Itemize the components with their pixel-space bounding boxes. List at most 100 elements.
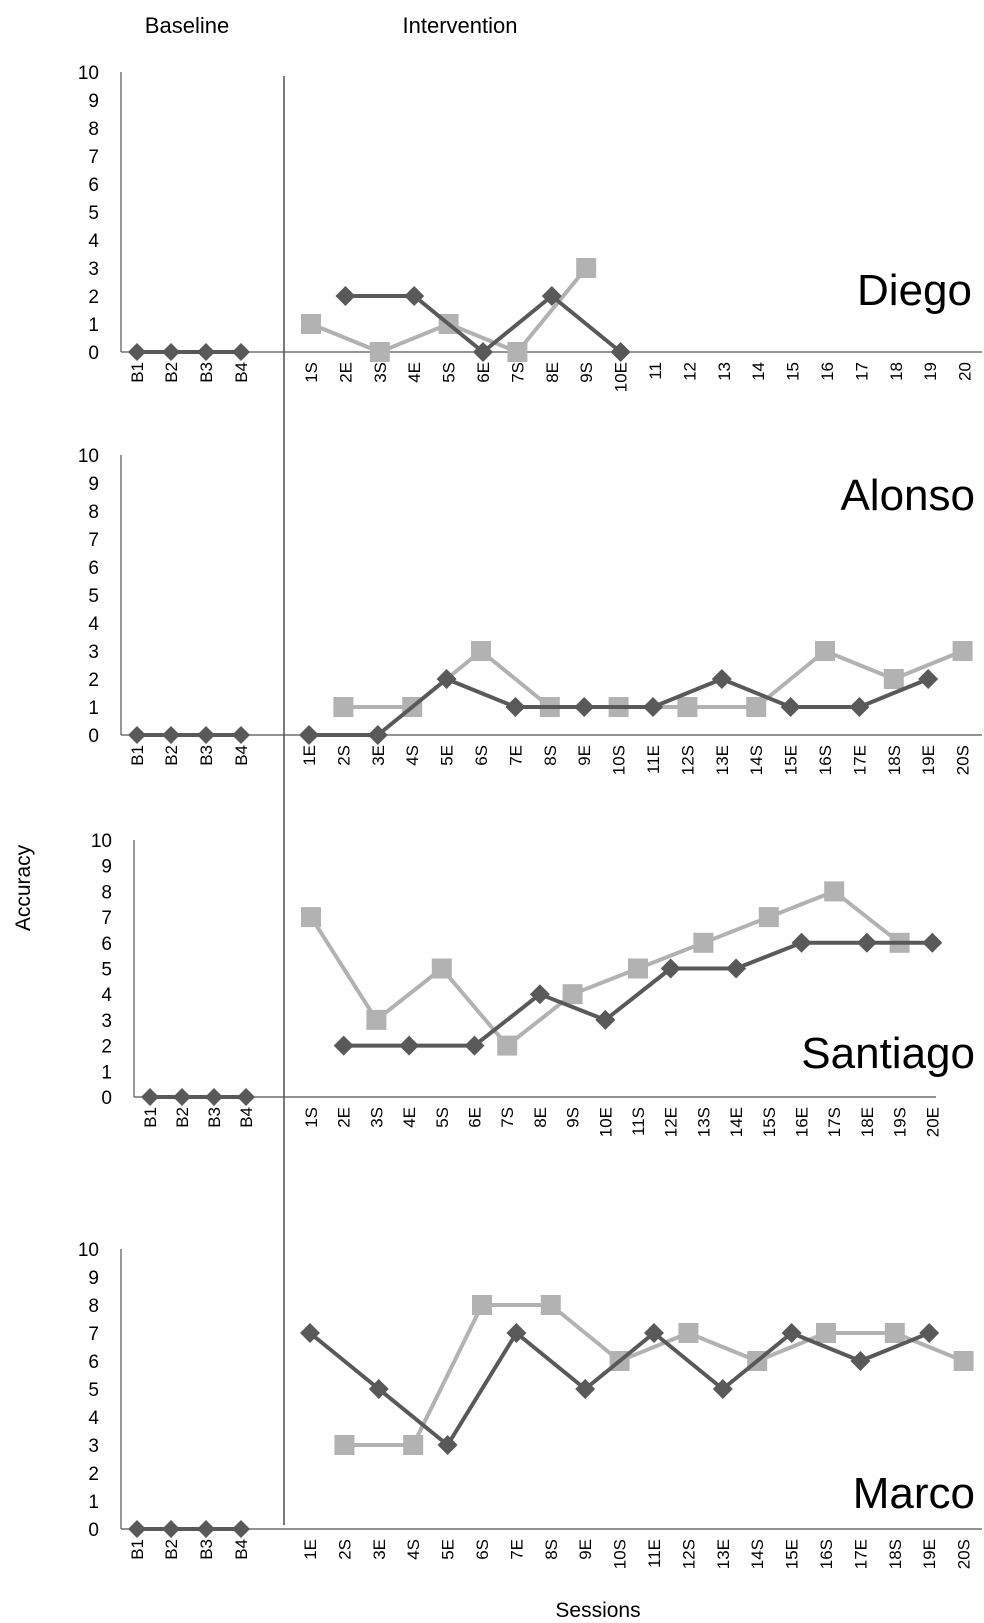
data-point-square	[431, 958, 452, 979]
x-tick-label: 14E	[727, 1107, 746, 1137]
x-tick-label: 11S	[629, 1107, 648, 1136]
baseline-marker	[141, 1088, 159, 1106]
x-tick-label: 12S	[679, 1539, 698, 1569]
y-tick-label: 10	[78, 63, 99, 84]
y-tick-label: 9	[101, 857, 112, 878]
data-point-diamond	[333, 1035, 354, 1056]
baseline-marker	[197, 1520, 215, 1538]
x-tick-label: 17S	[825, 1107, 844, 1137]
data-point-diamond	[919, 1323, 940, 1343]
x-tick-label: 18E	[858, 1107, 877, 1137]
x-tick-label: B2	[162, 1539, 181, 1560]
x-tick-label: 18S	[886, 1539, 905, 1569]
y-tick-label: 5	[88, 586, 99, 607]
panel-alonso: 0 1 2 3 4 5 6 7 8 9 10 B1 B2 B3 B4 1E 2S 3E 4S 5E 6S 7E 8S 9E 10…	[78, 446, 982, 775]
y-tick-label: 6	[101, 934, 112, 955]
x-tick-label: B4	[237, 1107, 256, 1128]
x-tick-label: 17E	[850, 745, 869, 775]
baseline-marker	[128, 343, 146, 361]
baseline-marker	[232, 343, 250, 361]
x-tick-label: B1	[128, 362, 147, 383]
y-tick-label: 1	[88, 698, 99, 719]
x-tick-label: 1E	[300, 745, 319, 766]
x-tick-label: 6E	[466, 1107, 485, 1128]
data-point-square	[301, 907, 321, 928]
x-tick-label: 2S	[334, 745, 353, 766]
data-point-diamond	[404, 286, 425, 306]
x-tick-label: 1S	[302, 362, 321, 383]
baseline-marker	[162, 726, 180, 744]
baseline-marker	[173, 1088, 191, 1106]
y-tick-label: 1	[88, 315, 99, 336]
x-tick-label: 9E	[575, 745, 594, 766]
x-tick-label: 17E	[851, 1539, 870, 1569]
data-point-diamond	[399, 1035, 420, 1056]
series-line-light	[344, 1303, 965, 1447]
y-tick-label: 0	[88, 1520, 99, 1541]
x-tick-label: 1S	[302, 1107, 321, 1128]
data-point-square	[403, 1435, 424, 1455]
x-tick-label: 7S	[508, 362, 527, 383]
y-tick-label: 0	[88, 726, 99, 747]
y-tick-label: 4	[88, 1408, 99, 1429]
x-tick-label: 20E	[923, 1107, 942, 1137]
x-tick-label: 13E	[714, 1539, 733, 1569]
x-tick-label: B1	[141, 1107, 160, 1128]
x-tick-label: 20S	[955, 1539, 974, 1569]
data-point-diamond	[335, 286, 356, 306]
data-point-diamond	[781, 1323, 802, 1343]
x-tick-label: 8S	[541, 745, 560, 766]
data-point-square	[366, 1009, 387, 1030]
y-tick-label: 0	[101, 1088, 112, 1109]
y-tick-label: 7	[101, 908, 112, 929]
panel-marco: 0 1 2 3 4 5 6 7 8 9 10 B1 B2 B3 B4 1E 2S 3E 4S 5E 6S 7E 8S 9E 10…	[78, 1240, 982, 1569]
x-tick-label: B3	[205, 1107, 224, 1128]
x-tick-label: 5S	[433, 1107, 452, 1128]
x-tick-label: B4	[232, 745, 251, 766]
data-point-diamond	[464, 1035, 485, 1056]
data-point-square	[815, 641, 835, 661]
data-point-square	[540, 1295, 561, 1315]
data-point-diamond	[473, 342, 493, 362]
y-tick-label: 4	[101, 985, 112, 1006]
x-tick-label: 1E	[301, 1539, 320, 1560]
x-tick-label: 13E	[713, 745, 732, 775]
x-tick-label: 14S	[747, 745, 766, 775]
x-tick-label: 2S	[335, 1539, 354, 1560]
x-tick-label: 4E	[405, 362, 424, 383]
x-tick-label: 8S	[542, 1539, 561, 1560]
x-tick-label: 10S	[611, 1539, 630, 1569]
data-point-square	[678, 1323, 699, 1343]
x-tick-label: 5E	[438, 745, 457, 766]
participant-name: Alonso	[840, 471, 975, 520]
x-tick-label: 13S	[694, 1107, 713, 1137]
x-tick-label: 7E	[507, 1539, 526, 1560]
x-tick-label: B4	[232, 1539, 251, 1560]
y-tick-label: 9	[88, 474, 99, 495]
data-point-square	[758, 907, 779, 928]
x-tick-label: 16	[818, 362, 837, 381]
x-tick-label: 11	[646, 362, 665, 380]
x-tick-label: B1	[128, 745, 147, 766]
data-point-diamond	[368, 1379, 389, 1399]
y-tick-label: 2	[88, 1464, 99, 1485]
x-tick-label: 15S	[760, 1107, 779, 1137]
x-tick-label: 9E	[576, 1539, 595, 1560]
x-tick-label: 9S	[564, 1107, 583, 1128]
x-tick-label: 8E	[531, 1107, 550, 1128]
x-tick-label: B2	[162, 745, 181, 766]
x-tick-label: 4E	[400, 1107, 419, 1128]
data-point-diamond	[849, 697, 870, 717]
data-point-diamond	[660, 958, 681, 979]
data-point-square	[334, 1435, 355, 1455]
x-tick-label: 20	[956, 362, 975, 381]
data-point-square	[369, 342, 390, 362]
x-tick-label: B2	[173, 1107, 192, 1128]
y-tick-label: 10	[78, 446, 99, 467]
data-point-square	[883, 669, 904, 689]
x-tick-label: 15E	[782, 745, 801, 775]
baseline-marker	[162, 1520, 180, 1538]
x-tick-label: 3S	[367, 1107, 386, 1128]
data-point-diamond	[436, 669, 457, 689]
y-tick-label: 8	[88, 119, 99, 140]
